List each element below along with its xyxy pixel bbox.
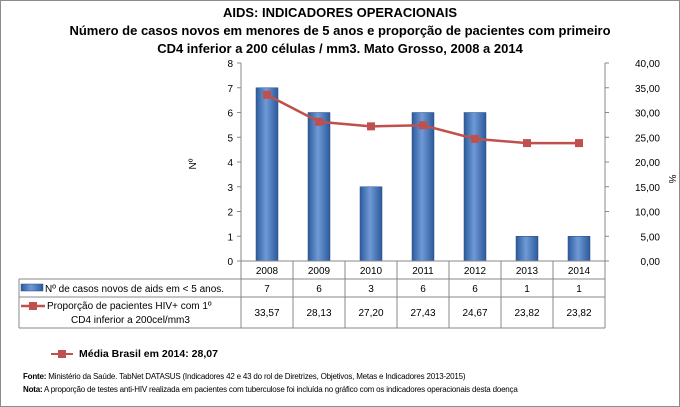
category-label: 2008 bbox=[256, 266, 279, 277]
bar bbox=[359, 186, 383, 262]
right-tick-label: 30,00 bbox=[635, 109, 660, 120]
right-tick-label: 35,00 bbox=[635, 84, 660, 95]
right-tick-label: 20,00 bbox=[635, 158, 660, 169]
chart-subtitle-1: Número de casos novos em menores de 5 an… bbox=[69, 23, 611, 38]
left-tick-label: 8 bbox=[227, 59, 233, 70]
line-value-label: 27,43 bbox=[410, 308, 435, 319]
left-tick-label: 3 bbox=[227, 183, 233, 194]
bar bbox=[307, 112, 331, 262]
bar-value-label: 6 bbox=[420, 284, 426, 295]
bar bbox=[515, 236, 539, 262]
nota-text: A proporção de testes anti-HIV realizada… bbox=[42, 385, 518, 394]
bar-value-label: 6 bbox=[472, 284, 478, 295]
right-tick-label: 15,00 bbox=[635, 183, 660, 194]
bar-value-label: 1 bbox=[524, 284, 530, 295]
line-marker-icon bbox=[51, 350, 73, 359]
line-marker bbox=[471, 134, 479, 143]
line-legend-marker bbox=[29, 302, 37, 310]
line-value-label: 23,82 bbox=[514, 308, 539, 319]
chart-svg: 0 1 2 3 4 5 6 7 8 0,00 5,00 10,00 15,00 20,00 25,00 30,… bbox=[18, 59, 677, 329]
bar-value-label: 6 bbox=[316, 284, 322, 295]
bar-value-label: 1 bbox=[576, 284, 582, 295]
category-label: 2012 bbox=[464, 266, 487, 277]
line-value-label: 23,82 bbox=[566, 308, 591, 319]
line-value-label: 28,13 bbox=[306, 308, 331, 319]
line-series-name-2: CD4 inferior a 200cel/mm3 bbox=[71, 315, 190, 326]
left-tick-label: 0 bbox=[227, 257, 233, 268]
line-marker bbox=[419, 121, 427, 130]
left-tick-label: 7 bbox=[227, 84, 233, 95]
bar-legend-icon bbox=[20, 283, 44, 292]
fonte-label: Fonte: bbox=[23, 372, 47, 381]
left-tick-label: 1 bbox=[227, 232, 233, 243]
line-marker bbox=[367, 122, 375, 131]
bar bbox=[411, 112, 435, 262]
nota-label: Nota: bbox=[23, 385, 43, 394]
line-value-label: 27,20 bbox=[358, 308, 383, 319]
left-tick-label: 4 bbox=[227, 158, 233, 169]
category-label: 2010 bbox=[360, 266, 383, 277]
line-series-name-1: Proporção de pacientes HIV+ com 1º bbox=[47, 301, 212, 312]
chart-subtitle-2: CD4 inferior a 200 células / mm3. Mato G… bbox=[157, 41, 523, 56]
left-tick-label: 6 bbox=[227, 109, 233, 120]
bar bbox=[567, 236, 591, 262]
bar bbox=[463, 112, 487, 262]
media-brasil-text: Média Brasil em 2014: 28,07 bbox=[79, 348, 218, 360]
right-tick-label: 25,00 bbox=[635, 133, 660, 144]
category-label: 2014 bbox=[568, 266, 591, 277]
category-label: 2011 bbox=[412, 266, 434, 277]
source-note: Fonte: Ministério da Saúde. TabNet DATAS… bbox=[23, 372, 466, 381]
line-marker bbox=[575, 139, 583, 148]
line-marker bbox=[523, 139, 531, 148]
category-label: 2009 bbox=[308, 266, 331, 277]
line-value-label: 24,67 bbox=[462, 308, 487, 319]
right-tick-label: 40,00 bbox=[635, 59, 660, 70]
right-tick-label: 10,00 bbox=[635, 208, 660, 219]
line-value-label: 33,57 bbox=[254, 308, 279, 319]
line-marker bbox=[263, 90, 271, 99]
right-tick-label: 5,00 bbox=[641, 232, 661, 243]
bar bbox=[255, 87, 279, 262]
bar-value-label: 3 bbox=[368, 284, 374, 295]
left-axis-title: Nº bbox=[188, 158, 199, 169]
right-tick-label: 0,00 bbox=[641, 257, 661, 268]
left-tick-label: 2 bbox=[227, 208, 233, 219]
footnote: Nota: A proporção de testes anti-HIV rea… bbox=[23, 385, 518, 394]
fonte-text: Ministério da Saúde. TabNet DATASUS (Ind… bbox=[46, 372, 466, 381]
right-axis-title: % bbox=[666, 175, 677, 184]
media-brasil-legend: Média Brasil em 2014: 28,07 bbox=[51, 348, 218, 360]
category-label: 2013 bbox=[516, 266, 539, 277]
left-tick-label: 5 bbox=[227, 133, 233, 144]
chart-title: AIDS: INDICADORES OPERACIONAIS bbox=[222, 5, 458, 20]
bar-value-label: 7 bbox=[264, 284, 270, 295]
bar-series-name: Nº de casos novos de aids em < 5 anos. bbox=[45, 284, 224, 295]
line-marker bbox=[315, 117, 323, 126]
